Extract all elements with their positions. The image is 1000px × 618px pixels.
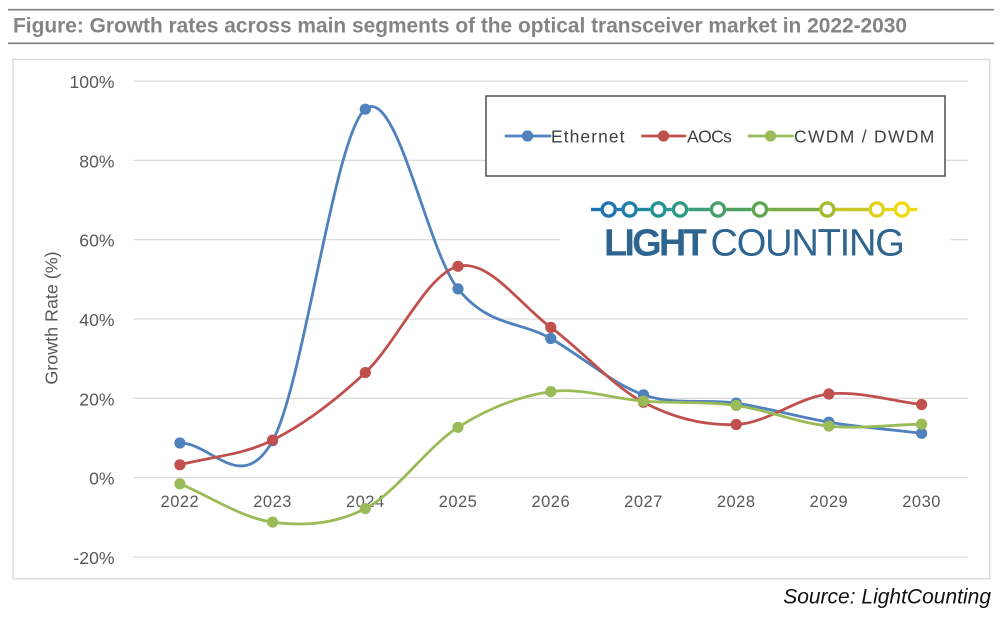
svg-text:100%: 100% bbox=[70, 72, 115, 92]
svg-text:80%: 80% bbox=[79, 151, 115, 171]
svg-text:-20%: -20% bbox=[73, 548, 114, 568]
svg-text:2022: 2022 bbox=[161, 493, 200, 511]
svg-text:2027: 2027 bbox=[624, 493, 663, 511]
svg-text:Growth Rate (%): Growth Rate (%) bbox=[42, 251, 62, 384]
svg-text:2029: 2029 bbox=[810, 493, 849, 511]
svg-text:LIGHT: LIGHT bbox=[604, 223, 707, 265]
svg-text:Ethernet: Ethernet bbox=[551, 127, 626, 147]
svg-text:AOCs: AOCs bbox=[687, 127, 732, 147]
svg-text:20%: 20% bbox=[79, 389, 115, 409]
svg-text:0%: 0% bbox=[89, 469, 115, 489]
svg-text:2025: 2025 bbox=[439, 493, 478, 511]
svg-text:2024: 2024 bbox=[346, 493, 385, 511]
svg-text:2023: 2023 bbox=[253, 493, 292, 511]
svg-text:2028: 2028 bbox=[717, 493, 756, 511]
svg-text:Figure: Growth rates across ma: Figure: Growth rates across main segment… bbox=[13, 15, 907, 38]
svg-text:40%: 40% bbox=[79, 310, 115, 330]
svg-text:2030: 2030 bbox=[902, 493, 941, 511]
svg-text:CWDM / DWDM: CWDM / DWDM bbox=[794, 127, 936, 147]
svg-text:Source: LightCounting: Source: LightCounting bbox=[783, 586, 991, 609]
svg-text:COUNTING: COUNTING bbox=[711, 223, 904, 265]
svg-text:60%: 60% bbox=[79, 231, 115, 251]
svg-text:2026: 2026 bbox=[531, 493, 570, 511]
